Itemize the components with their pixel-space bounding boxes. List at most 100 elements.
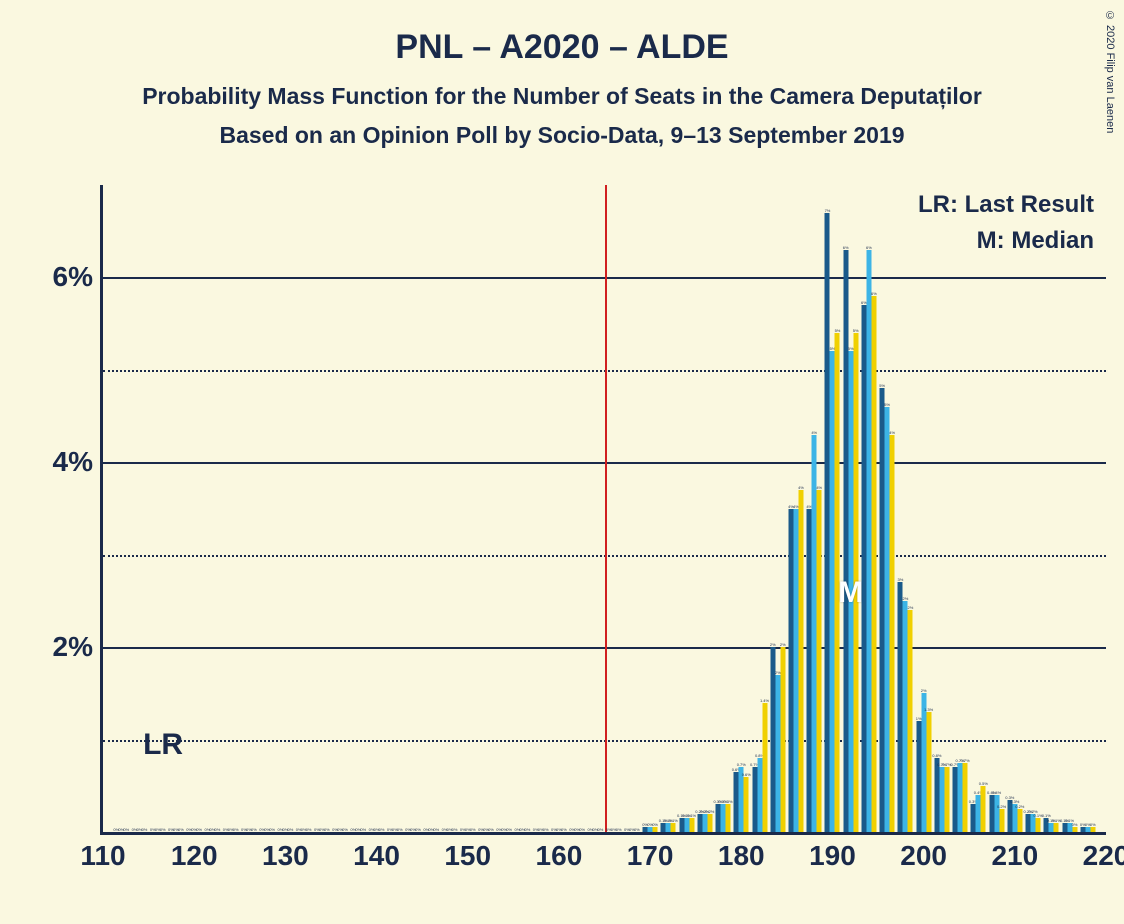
x-tick-label: 220: [1083, 832, 1124, 872]
bar: 2%: [780, 647, 785, 832]
bar-value-label: 0%: [342, 827, 348, 832]
bar: 4%: [890, 435, 895, 832]
plot-area: LR: Last Result M: Median 2%4%6%11012013…: [100, 185, 1106, 835]
bar-group: 0.8%0.7%0.7%: [934, 758, 949, 832]
bar: 0%: [1090, 827, 1095, 832]
bar-value-label: 0%: [142, 827, 148, 832]
bar-value-label: 6%: [871, 291, 877, 296]
chart-title: PNL – A2020 – ALDE: [0, 28, 1124, 67]
x-tick-label: 160: [536, 832, 583, 872]
bar-value-label: 0%: [324, 827, 330, 832]
bar: 4%: [798, 490, 803, 832]
bar-group: 6%5%5%: [843, 250, 858, 832]
bar-group: 0.3%0.3%0.2%: [1007, 800, 1022, 832]
bar-value-label: 0.5%: [979, 781, 988, 786]
bar-group: 0.7%0.8%1.4%: [752, 703, 767, 832]
bar-group: 0.1%0.1%0.1%: [679, 818, 694, 832]
bar-group: 0.6%0.7%0.6%: [734, 767, 749, 832]
y-tick-label: 4%: [53, 446, 103, 478]
bar-value-label: 0%: [215, 827, 221, 832]
bar-group: 0.4%0.4%0.2%: [989, 795, 1004, 832]
bar-value-label: 0%: [287, 827, 293, 832]
bar: 0.2%: [707, 814, 712, 832]
bars-layer: 0%0%0%0%0%0%0%0%0%0%0%0%0%0%0%0%0%0%0%0%…: [103, 185, 1106, 832]
bar-group: 0.3%0.3%0.3%: [716, 804, 731, 832]
bar-value-label: 0%: [269, 827, 275, 832]
bar-value-label: 0%: [160, 827, 166, 832]
bar-value-label: 0%: [433, 827, 439, 832]
chart-subtitle-1: Probability Mass Function for the Number…: [0, 83, 1124, 110]
bar-value-label: 0%: [397, 827, 403, 832]
bar-value-label: 2%: [908, 605, 914, 610]
bar-value-label: 4%: [811, 430, 817, 435]
bar: 4%: [817, 490, 822, 832]
bar-group: 0.1%0.1%0.1%: [661, 823, 676, 832]
bar: 0.6%: [744, 777, 749, 832]
bar-value-label: 0.2%: [997, 804, 1006, 809]
bar-value-label: 0.7%: [737, 762, 746, 767]
x-tick-label: 150: [444, 832, 491, 872]
bar-value-label: 4%: [798, 485, 804, 490]
bar-value-label: 1.3%: [924, 707, 933, 712]
bar-group: 7%5%5%: [825, 213, 840, 832]
bar-value-label: 5%: [879, 383, 885, 388]
bar-group: 4%4%4%: [807, 435, 822, 832]
bar-group: 3%2%2%: [898, 582, 913, 832]
x-tick-label: 190: [809, 832, 856, 872]
bar-value-label: 5%: [853, 328, 859, 333]
bar-group: 1%2%1.3%: [916, 693, 931, 832]
bar-value-label: 0%: [360, 827, 366, 832]
bar-value-label: 1.4%: [760, 698, 769, 703]
bar: 0%: [1072, 827, 1077, 832]
bar-value-label: 4%: [816, 485, 822, 490]
x-tick-label: 110: [80, 832, 125, 872]
bar-value-label: 0%: [597, 827, 603, 832]
bar-value-label: 0.1%: [687, 813, 696, 818]
bar: 0.7%: [963, 763, 968, 832]
bar-value-label: 0%: [470, 827, 476, 832]
bar-value-label: 0%: [579, 827, 585, 832]
x-tick-label: 140: [353, 832, 400, 872]
bar-value-label: 0%: [506, 827, 512, 832]
bar-group: 0.1%0.1%0.1%: [1044, 818, 1059, 832]
bar-group: 0.2%0.2%0.2%: [697, 814, 712, 832]
bar: 0.1%: [1036, 818, 1041, 832]
bar-value-label: 0%: [1090, 822, 1096, 827]
bar: 0.7%: [944, 767, 949, 832]
bar: 0.2%: [1017, 809, 1022, 832]
bar-group: 0%0%0%: [1080, 827, 1095, 832]
bar: 1.4%: [762, 703, 767, 832]
bar-value-label: 0%: [251, 827, 257, 832]
bar-value-label: 0%: [1072, 822, 1078, 827]
bar-value-label: 0.8%: [932, 753, 941, 758]
bar-value-label: 0%: [452, 827, 458, 832]
bar-value-label: 6%: [866, 245, 872, 250]
bar-value-label: 0%: [306, 827, 312, 832]
bar-value-label: 0%: [652, 822, 658, 827]
median-label: M: [838, 576, 863, 610]
bar-value-label: 0.7%: [961, 758, 970, 763]
bar: 0%: [653, 827, 658, 832]
y-tick-label: 2%: [53, 631, 103, 663]
bar-value-label: 0.3%: [723, 799, 732, 804]
x-tick-label: 120: [171, 832, 218, 872]
bar-value-label: 0.2%: [705, 809, 714, 814]
bar-value-label: 2%: [903, 596, 909, 601]
x-tick-label: 170: [627, 832, 674, 872]
bar: 1.3%: [926, 712, 931, 832]
bar: 0.2%: [999, 809, 1004, 832]
bar-value-label: 0%: [415, 827, 421, 832]
chart-subtitle-2: Based on an Opinion Poll by Socio-Data, …: [0, 122, 1124, 149]
bar-group: 0.2%0.2%0.1%: [1026, 814, 1041, 832]
chart-container: LR: Last Result M: Median 2%4%6%11012013…: [46, 185, 1106, 885]
bar-value-label: 2%: [770, 642, 776, 647]
copyright-text: © 2020 Filip van Laenen: [1104, 10, 1116, 133]
bar-value-label: 0.4%: [992, 790, 1001, 795]
bar-value-label: 2%: [780, 642, 786, 647]
bar-group: 0%0%0%: [643, 827, 658, 832]
bar-value-label: 0%: [488, 827, 494, 832]
bar-value-label: 7%: [825, 208, 831, 213]
bar-group: 4%4%4%: [788, 490, 803, 832]
bar-value-label: 5%: [835, 328, 841, 333]
bar: 6%: [871, 296, 876, 832]
